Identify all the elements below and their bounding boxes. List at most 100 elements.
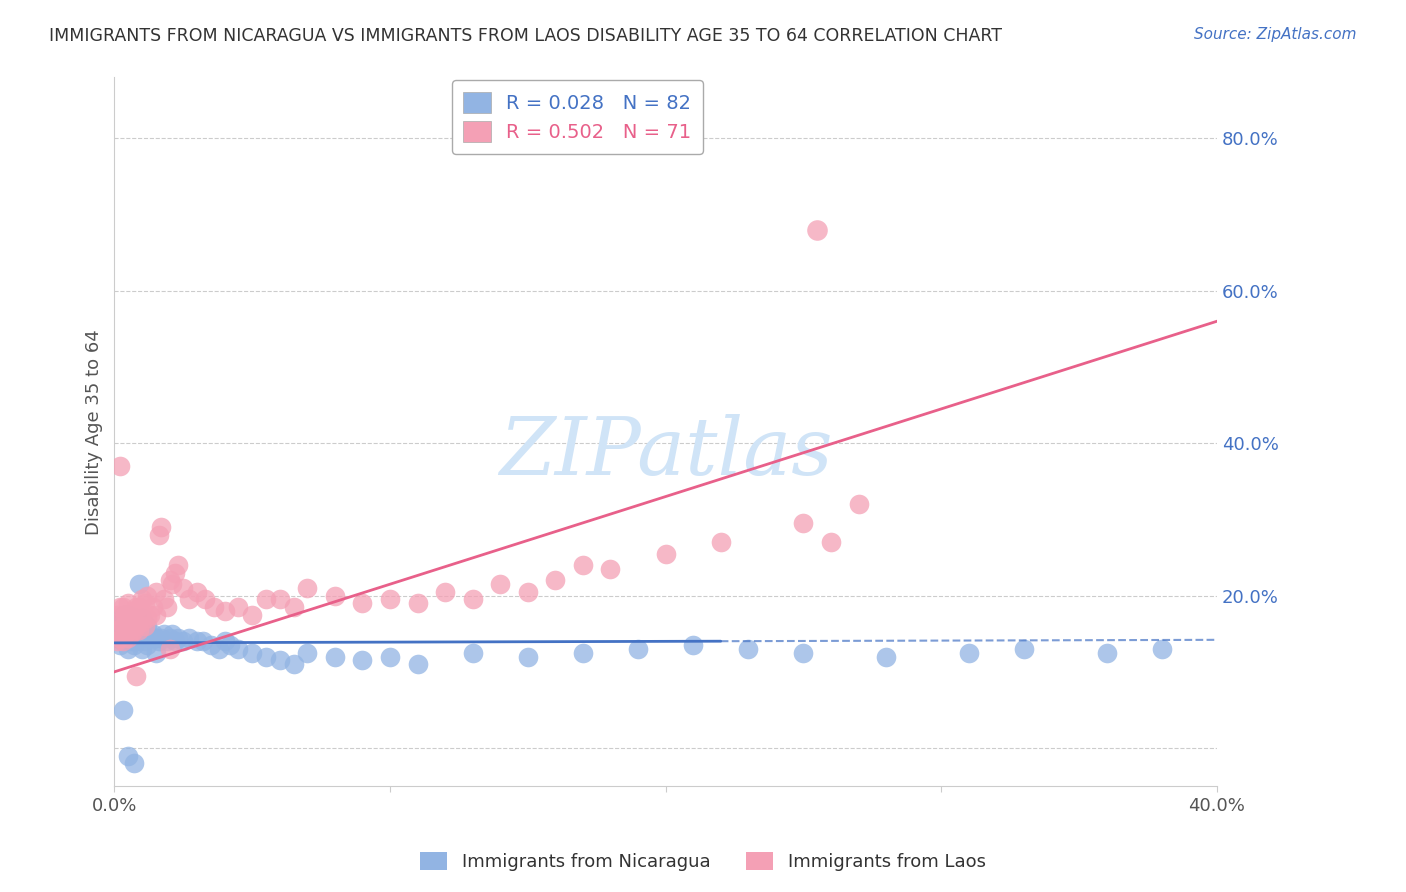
Point — [142, 626, 165, 640]
Point — [150, 631, 173, 645]
Point — [122, 756, 145, 771]
Text: IMMIGRANTS FROM NICARAGUA VS IMMIGRANTS FROM LAOS DISABILITY AGE 35 TO 64 CORREL: IMMIGRANTS FROM NICARAGUA VS IMMIGRANTS … — [49, 27, 1002, 45]
Point — [125, 600, 148, 615]
Point — [461, 592, 484, 607]
Point — [145, 607, 167, 622]
Point — [200, 638, 222, 652]
Point — [159, 574, 181, 588]
Point — [128, 600, 150, 615]
Point — [163, 566, 186, 580]
Point — [139, 607, 162, 622]
Point — [108, 638, 131, 652]
Point — [111, 619, 134, 633]
Point — [194, 592, 217, 607]
Point — [117, 631, 139, 645]
Point — [283, 657, 305, 672]
Point — [159, 631, 181, 645]
Point — [599, 562, 621, 576]
Point — [378, 592, 401, 607]
Point — [516, 584, 538, 599]
Point — [572, 558, 595, 573]
Point — [166, 558, 188, 573]
Point — [122, 638, 145, 652]
Point — [352, 653, 374, 667]
Point — [122, 604, 145, 618]
Point — [159, 642, 181, 657]
Point — [114, 607, 136, 622]
Point — [489, 577, 512, 591]
Point — [269, 592, 291, 607]
Point — [297, 646, 319, 660]
Point — [153, 626, 176, 640]
Point — [378, 649, 401, 664]
Point — [792, 646, 814, 660]
Point — [156, 600, 179, 615]
Point — [156, 634, 179, 648]
Point — [172, 581, 194, 595]
Point — [134, 596, 156, 610]
Point — [105, 623, 128, 637]
Point — [214, 604, 236, 618]
Point — [162, 577, 184, 591]
Point — [214, 634, 236, 648]
Point — [145, 584, 167, 599]
Point — [461, 646, 484, 660]
Point — [125, 634, 148, 648]
Point — [128, 631, 150, 645]
Point — [111, 600, 134, 615]
Point — [111, 626, 134, 640]
Point — [131, 626, 153, 640]
Point — [117, 619, 139, 633]
Point — [627, 642, 650, 657]
Point — [434, 584, 457, 599]
Y-axis label: Disability Age 35 to 64: Disability Age 35 to 64 — [86, 329, 103, 534]
Point — [117, 615, 139, 630]
Point — [111, 607, 134, 622]
Point — [134, 619, 156, 633]
Point — [114, 631, 136, 645]
Point — [145, 631, 167, 645]
Point — [111, 634, 134, 648]
Point — [1150, 642, 1173, 657]
Point — [148, 634, 170, 648]
Point — [516, 649, 538, 664]
Text: Source: ZipAtlas.com: Source: ZipAtlas.com — [1194, 27, 1357, 42]
Point — [105, 631, 128, 645]
Point — [269, 653, 291, 667]
Point — [710, 535, 733, 549]
Point — [111, 619, 134, 633]
Point — [792, 516, 814, 531]
Point — [297, 581, 319, 595]
Point — [108, 615, 131, 630]
Point — [544, 574, 567, 588]
Point — [114, 626, 136, 640]
Point — [254, 649, 277, 664]
Point — [957, 646, 980, 660]
Point — [1095, 646, 1118, 660]
Point — [117, 596, 139, 610]
Point — [117, 748, 139, 763]
Point — [108, 459, 131, 474]
Point — [136, 611, 159, 625]
Point — [117, 642, 139, 657]
Point — [111, 703, 134, 717]
Point — [111, 634, 134, 648]
Point — [105, 607, 128, 622]
Point — [406, 657, 429, 672]
Point — [186, 584, 208, 599]
Point — [128, 577, 150, 591]
Point — [162, 626, 184, 640]
Point — [240, 607, 263, 622]
Point — [323, 649, 346, 664]
Legend: R = 0.028   N = 82, R = 0.502   N = 71: R = 0.028 N = 82, R = 0.502 N = 71 — [451, 80, 703, 153]
Point — [806, 223, 828, 237]
Point — [105, 634, 128, 648]
Point — [131, 642, 153, 657]
Point — [131, 615, 153, 630]
Point — [145, 646, 167, 660]
Point — [128, 623, 150, 637]
Point — [120, 607, 142, 622]
Point — [136, 619, 159, 633]
Point — [131, 592, 153, 607]
Point — [283, 600, 305, 615]
